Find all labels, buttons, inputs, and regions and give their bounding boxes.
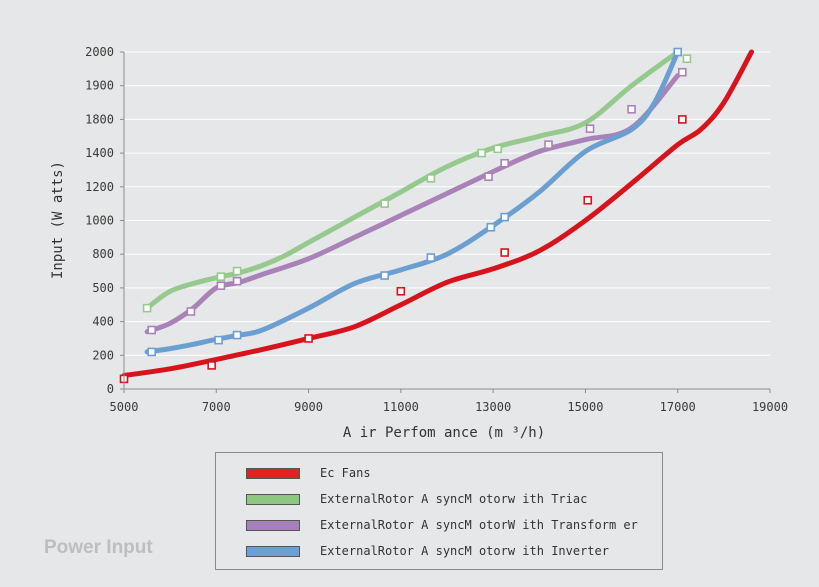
- series-line-0: [121, 49, 754, 378]
- legend-label: ExternalRotor A syncM otorW ith Transfor…: [320, 518, 638, 532]
- legend-item-inverter: ExternalRotor A syncM otorw ith Inverter: [246, 541, 609, 561]
- data-point: [380, 271, 390, 280]
- data-point: [147, 325, 156, 335]
- power-input-chart: 0 200 400 500 800 1000 1200 1400 1800 1900 2000 50…: [50, 45, 788, 440]
- x-tick-label: 15000: [567, 400, 603, 414]
- series-markers: [119, 47, 692, 384]
- data-point: [426, 253, 436, 262]
- x-axis-ticks: 5000 7000 9000 11000 13000 15000 17000 19000: [110, 389, 788, 414]
- data-point: [682, 54, 692, 64]
- data-point: [142, 303, 152, 313]
- data-point: [500, 248, 509, 257]
- y-tick-label: 400: [92, 315, 114, 329]
- data-point: [678, 67, 687, 77]
- data-point: [304, 334, 313, 343]
- y-tick-label: 500: [92, 281, 114, 295]
- data-point: [500, 158, 509, 168]
- data-point: [477, 148, 486, 158]
- y-tick-label: 200: [92, 348, 114, 362]
- y-tick-label: 800: [92, 247, 114, 261]
- legend-item-triac: ExternalRotor A syncM otorw ith Triac: [246, 489, 587, 509]
- data-point: [544, 140, 553, 149]
- y-tick-label: 1400: [85, 146, 114, 160]
- x-tick-label: 13000: [475, 400, 511, 414]
- data-point: [232, 276, 242, 286]
- x-tick-label: 7000: [202, 400, 231, 414]
- data-point: [216, 281, 226, 290]
- data-point: [627, 104, 636, 114]
- data-point: [583, 195, 593, 205]
- legend-swatch-blue: [246, 545, 300, 557]
- y-tick-label: 1800: [85, 112, 114, 126]
- data-point: [207, 361, 216, 370]
- series-line-3: [144, 49, 681, 355]
- x-tick-label: 5000: [110, 400, 139, 414]
- data-point: [426, 174, 436, 183]
- data-point: [585, 124, 595, 133]
- legend-swatch-green: [246, 493, 300, 505]
- legend-item-transformer: ExternalRotor A syncM otorW ith Transfor…: [246, 515, 638, 535]
- legend-label: Ec Fans: [320, 466, 371, 480]
- data-point: [232, 330, 242, 340]
- data-point: [186, 307, 196, 316]
- y-axis-ticks: 0 200 400 500 800 1000 1200 1400 1800 1900 2000: [85, 45, 124, 396]
- y-tick-label: 1900: [85, 79, 114, 93]
- x-tick-label: 9000: [294, 400, 323, 414]
- data-point: [484, 172, 493, 181]
- data-point: [493, 144, 503, 154]
- data-point: [232, 266, 242, 276]
- y-tick-label: 0: [107, 382, 114, 396]
- data-point: [380, 199, 390, 208]
- chart-caption: Power Input: [44, 537, 153, 558]
- series-line-1: [144, 49, 681, 311]
- y-tick-label: 1200: [85, 180, 114, 194]
- legend-label: ExternalRotor A syncM otorw ith Triac: [320, 492, 588, 506]
- data-point: [673, 47, 683, 57]
- series-line-2: [144, 73, 681, 335]
- data-point: [147, 347, 156, 357]
- gridlines: [124, 51, 770, 356]
- data-point: [678, 115, 687, 124]
- x-tick-label: 17000: [660, 400, 696, 414]
- data-point: [486, 222, 496, 232]
- y-axis-title: Input (W atts): [50, 161, 66, 279]
- legend-item-ec-fans: Ec Fans: [246, 463, 371, 483]
- data-point: [214, 335, 223, 345]
- y-tick-label: 1000: [85, 214, 114, 228]
- chart-legend: Ec Fans ExternalRotor A syncM otorw ith …: [215, 452, 663, 570]
- x-tick-label: 19000: [752, 400, 788, 414]
- x-tick-label: 11000: [383, 400, 419, 414]
- legend-swatch-red: [246, 467, 300, 479]
- data-point: [500, 212, 509, 222]
- data-point: [216, 272, 226, 281]
- series-lines: [121, 49, 754, 378]
- legend-swatch-purple: [246, 519, 300, 531]
- legend-label: ExternalRotor A syncM otorw ith Inverter: [320, 544, 609, 558]
- y-tick-label: 2000: [85, 45, 114, 59]
- data-point: [396, 286, 406, 296]
- x-axis-title: A ir Perfom ance (m ³/h): [343, 425, 545, 440]
